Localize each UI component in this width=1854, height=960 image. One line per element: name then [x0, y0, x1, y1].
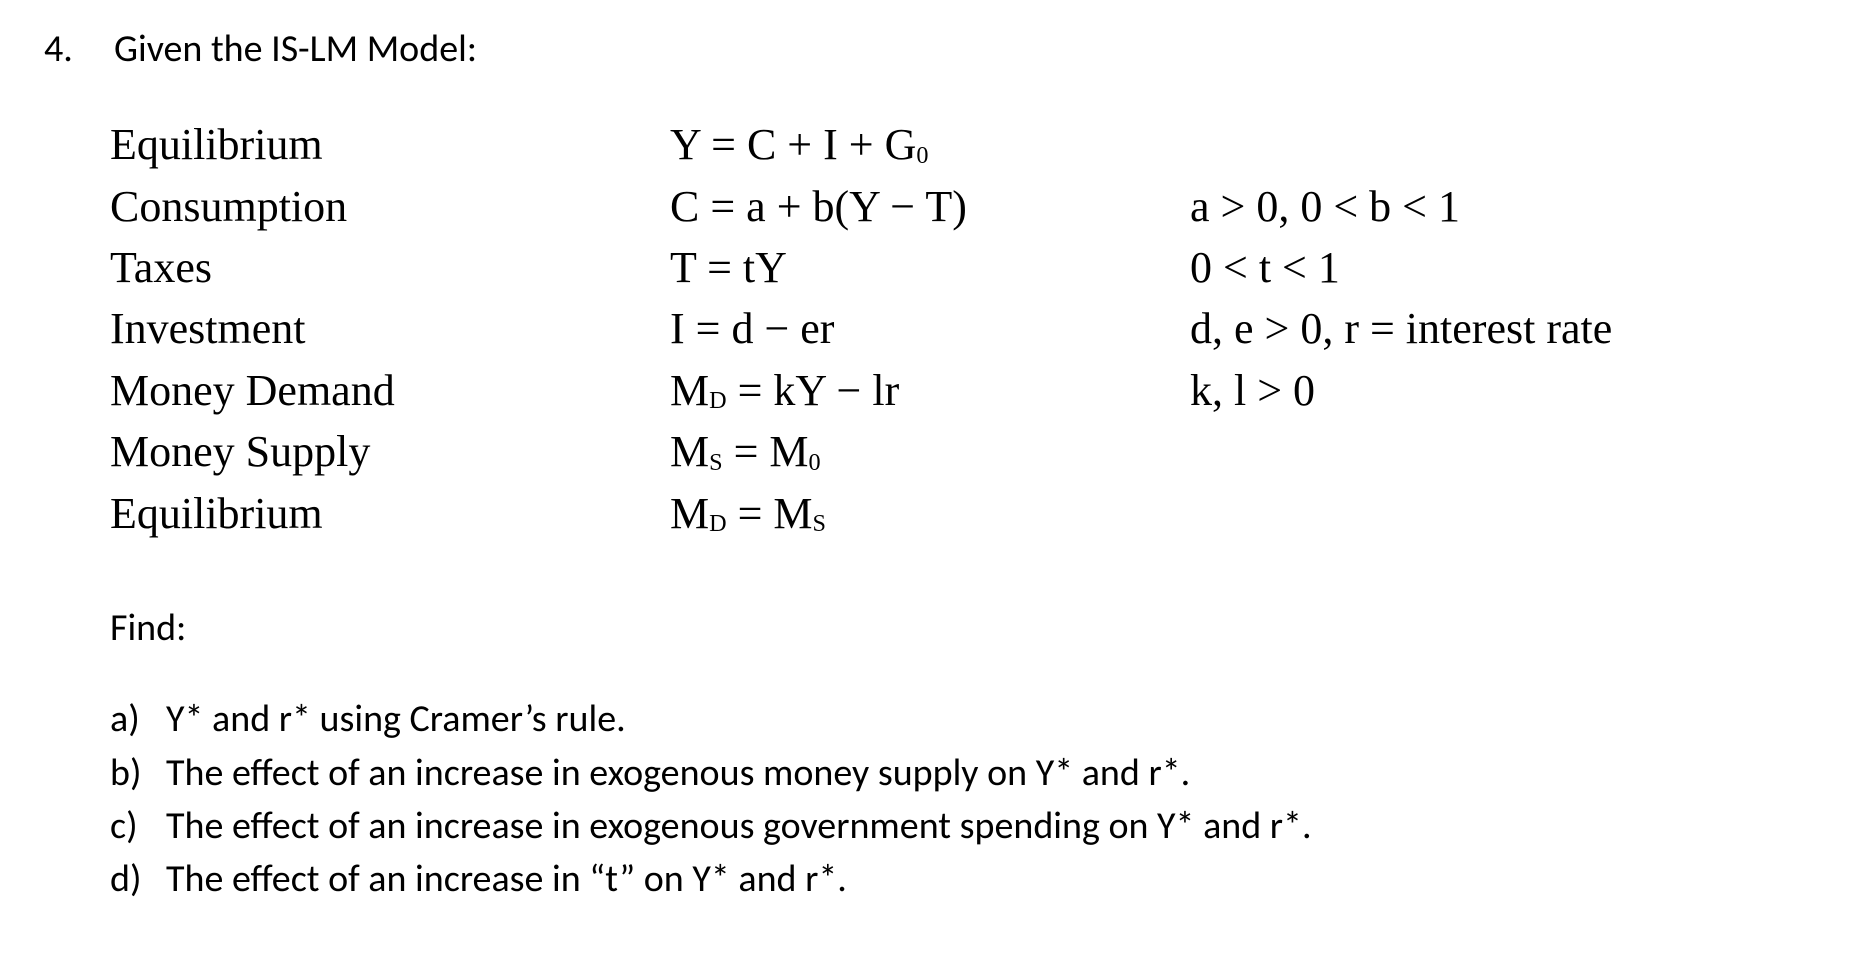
question-parts: a)Y* and r* using Cramer’s rule.b)The ef…	[110, 694, 1814, 905]
model-row-label: Money Supply	[110, 422, 670, 481]
model-row-label: Consumption	[110, 177, 670, 236]
model-row-condition	[1190, 422, 1814, 481]
model-row-equation: I = d − er	[670, 299, 1190, 358]
model-row-equation: C = a + b(Y − T)	[670, 177, 1190, 236]
model-row-equation: Y = C + I + G0	[670, 115, 1190, 174]
model-row-condition	[1190, 115, 1814, 174]
question-intro: Given the IS-LM Model:	[114, 24, 477, 75]
model-row-condition	[1190, 484, 1814, 543]
part-letter: d)	[110, 854, 166, 905]
model-row-label: Investment	[110, 299, 670, 358]
model-row-condition: k, l > 0	[1190, 361, 1814, 420]
page: 4. Given the IS-LM Model: EquilibriumY =…	[0, 0, 1854, 960]
model-row-equation: MD = kY − lr	[670, 361, 1190, 420]
part-letter: a)	[110, 694, 166, 745]
model-row-equation: T = tY	[670, 238, 1190, 297]
question-part: d)The effect of an increase in “t” on Y*…	[110, 854, 1814, 905]
model-row-label: Taxes	[110, 238, 670, 297]
part-text: The effect of an increase in exogenous m…	[166, 748, 1190, 799]
model-row-equation: MS = M0	[670, 422, 1190, 481]
part-text: The effect of an increase in exogenous g…	[166, 801, 1312, 852]
model-row-condition: a > 0, 0 < b < 1	[1190, 177, 1814, 236]
model-row-label: Money Demand	[110, 361, 670, 420]
model-row-label: Equilibrium	[110, 115, 670, 174]
question-header: 4. Given the IS-LM Model:	[40, 24, 1814, 75]
question-number: 4.	[40, 24, 114, 75]
find-label: Find:	[110, 603, 1814, 654]
model-row-condition: 0 < t < 1	[1190, 238, 1814, 297]
part-letter: b)	[110, 748, 166, 799]
question-part: a)Y* and r* using Cramer’s rule.	[110, 694, 1814, 745]
part-text: Y* and r* using Cramer’s rule.	[166, 694, 626, 745]
part-letter: c)	[110, 801, 166, 852]
question-part: b)The effect of an increase in exogenous…	[110, 748, 1814, 799]
model-row-label: Equilibrium	[110, 484, 670, 543]
model-row-condition: d, e > 0, r = interest rate	[1190, 299, 1814, 358]
model-equations-table: EquilibriumY = C + I + G0ConsumptionC = …	[110, 115, 1814, 543]
question-part: c)The effect of an increase in exogenous…	[110, 801, 1814, 852]
part-text: The effect of an increase in “t” on Y* a…	[166, 854, 847, 905]
model-row-equation: MD = MS	[670, 484, 1190, 543]
